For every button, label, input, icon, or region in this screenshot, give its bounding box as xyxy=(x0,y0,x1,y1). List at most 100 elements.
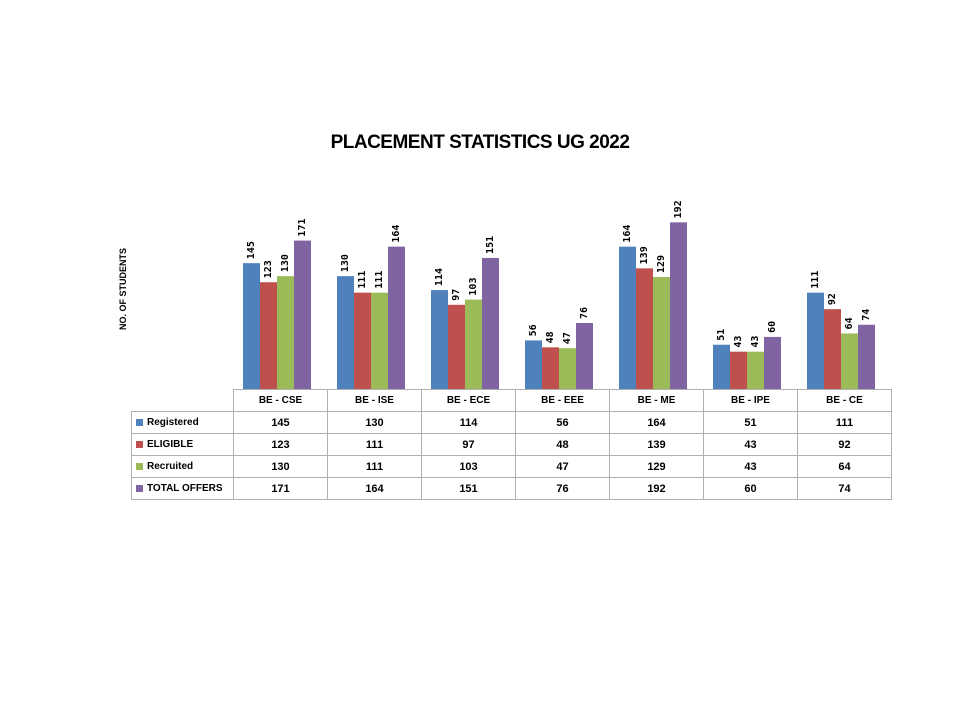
data-label-4-3: 192 xyxy=(673,200,684,218)
bar-4-0 xyxy=(619,246,636,389)
table-row: Recruited 130 111 103 47 129 43 64 xyxy=(131,455,892,478)
table-corner xyxy=(131,389,234,412)
table-cell-0-1: 130 xyxy=(327,411,422,434)
table-cell-0-3: 56 xyxy=(515,411,610,434)
table-cell-2-2: 103 xyxy=(421,455,516,478)
data-label-3-1: 48 xyxy=(545,331,556,343)
table-cell-0-5: 51 xyxy=(703,411,798,434)
bar-0-2 xyxy=(277,276,294,389)
table-cell-2-0: 130 xyxy=(233,455,328,478)
legend-swatch-0 xyxy=(136,418,143,426)
data-label-0-3: 171 xyxy=(297,219,308,237)
table-cell-0-6: 111 xyxy=(797,411,892,434)
category-label-4: BE - ME xyxy=(609,389,704,412)
bar-1-0 xyxy=(337,276,354,389)
data-label-1-1: 111 xyxy=(357,271,368,289)
bar-0-1 xyxy=(260,282,277,389)
table-cell-1-3: 48 xyxy=(515,433,610,456)
bar-6-1 xyxy=(824,309,841,389)
legend-label-0: Registered xyxy=(147,417,199,428)
bar-2-2 xyxy=(465,299,482,389)
bar-6-3 xyxy=(858,324,875,389)
table-cell-3-4: 192 xyxy=(609,477,704,500)
table-cell-1-0: 123 xyxy=(233,433,328,456)
bar-4-1 xyxy=(636,268,653,389)
data-label-0-1: 123 xyxy=(263,260,274,278)
legend-label-3: TOTAL OFFERS xyxy=(147,483,223,494)
table-cell-3-6: 74 xyxy=(797,477,892,500)
bar-0-0 xyxy=(243,263,260,389)
chart-title: PLACEMENT STATISTICS UG 2022 xyxy=(330,132,630,153)
data-label-6-2: 64 xyxy=(844,317,855,329)
bar-5-0 xyxy=(713,344,730,389)
table-header-row: BE - CSE BE - ISE BE - ECE BE - EEE BE - ME B… xyxy=(131,389,892,412)
legend-label-2: Recruited xyxy=(147,461,194,472)
bar-4-2 xyxy=(653,277,670,389)
table-cell-3-5: 60 xyxy=(703,477,798,500)
data-label-6-3: 74 xyxy=(861,309,872,321)
bar-1-2 xyxy=(371,292,388,389)
table-row: Registered 145 130 114 56 164 51 111 xyxy=(131,411,892,434)
category-label-6: BE - CE xyxy=(797,389,892,412)
bar-5-3 xyxy=(764,336,781,389)
bar-6-0 xyxy=(807,292,824,389)
table-cell-3-2: 151 xyxy=(421,477,516,500)
table-cell-2-5: 43 xyxy=(703,455,798,478)
table-cell-2-3: 47 xyxy=(515,455,610,478)
data-label-2-3: 151 xyxy=(485,236,496,254)
data-label-1-2: 111 xyxy=(374,271,385,289)
category-label-1: BE - ISE xyxy=(327,389,422,412)
data-label-1-3: 164 xyxy=(391,225,402,243)
table-cell-1-5: 43 xyxy=(703,433,798,456)
bar-5-1 xyxy=(730,351,747,389)
bar-5-2 xyxy=(747,351,764,389)
data-label-3-2: 47 xyxy=(562,332,573,344)
data-label-2-0: 114 xyxy=(434,268,445,286)
legend-swatch-3 xyxy=(136,484,143,492)
category-label-0: BE - CSE xyxy=(233,389,328,412)
data-label-3-3: 76 xyxy=(579,307,590,319)
bar-3-3 xyxy=(576,323,593,389)
table-cell-1-2: 97 xyxy=(421,433,516,456)
bar-3-0 xyxy=(525,340,542,389)
data-label-6-0: 111 xyxy=(810,271,821,289)
data-label-3-0: 56 xyxy=(528,324,539,336)
table-cell-0-4: 164 xyxy=(609,411,704,434)
category-label-2: BE - ECE xyxy=(421,389,516,412)
category-label-5: BE - IPE xyxy=(703,389,798,412)
legend-swatch-2 xyxy=(136,462,143,470)
legend-swatch-1 xyxy=(136,440,143,448)
data-label-5-2: 43 xyxy=(750,336,761,348)
table-row: ELIGIBLE 123 111 97 48 139 43 92 xyxy=(131,433,892,456)
table-cell-3-1: 164 xyxy=(327,477,422,500)
bar-3-2 xyxy=(559,348,576,389)
bar-2-0 xyxy=(431,290,448,389)
data-label-5-1: 43 xyxy=(733,336,744,348)
table-cell-1-1: 111 xyxy=(327,433,422,456)
data-label-1-0: 130 xyxy=(340,254,351,272)
legend-entry-0: Registered xyxy=(131,411,234,434)
table-cell-0-2: 114 xyxy=(421,411,516,434)
legend-entry-2: Recruited xyxy=(131,455,234,478)
bar-1-3 xyxy=(388,246,405,389)
table-row: TOTAL OFFERS 171 164 151 76 192 60 74 xyxy=(131,477,892,500)
bar-0-3 xyxy=(294,240,311,389)
table-cell-3-3: 76 xyxy=(515,477,610,500)
bar-1-1 xyxy=(354,292,371,389)
data-label-5-0: 51 xyxy=(716,329,727,341)
table-cell-2-4: 129 xyxy=(609,455,704,478)
legend-label-1: ELIGIBLE xyxy=(147,439,194,450)
table-cell-3-0: 171 xyxy=(233,477,328,500)
data-label-0-0: 145 xyxy=(246,241,257,259)
table-cell-2-6: 64 xyxy=(797,455,892,478)
data-label-2-2: 103 xyxy=(468,278,479,296)
bar-4-3 xyxy=(670,222,687,389)
data-label-5-3: 60 xyxy=(767,321,778,333)
data-label-4-0: 164 xyxy=(622,225,633,243)
bar-2-1 xyxy=(448,304,465,389)
table-cell-0-0: 145 xyxy=(233,411,328,434)
category-label-3: BE - EEE xyxy=(515,389,610,412)
table-cell-1-6: 92 xyxy=(797,433,892,456)
data-label-4-2: 129 xyxy=(656,255,667,273)
data-label-6-1: 92 xyxy=(827,293,838,305)
